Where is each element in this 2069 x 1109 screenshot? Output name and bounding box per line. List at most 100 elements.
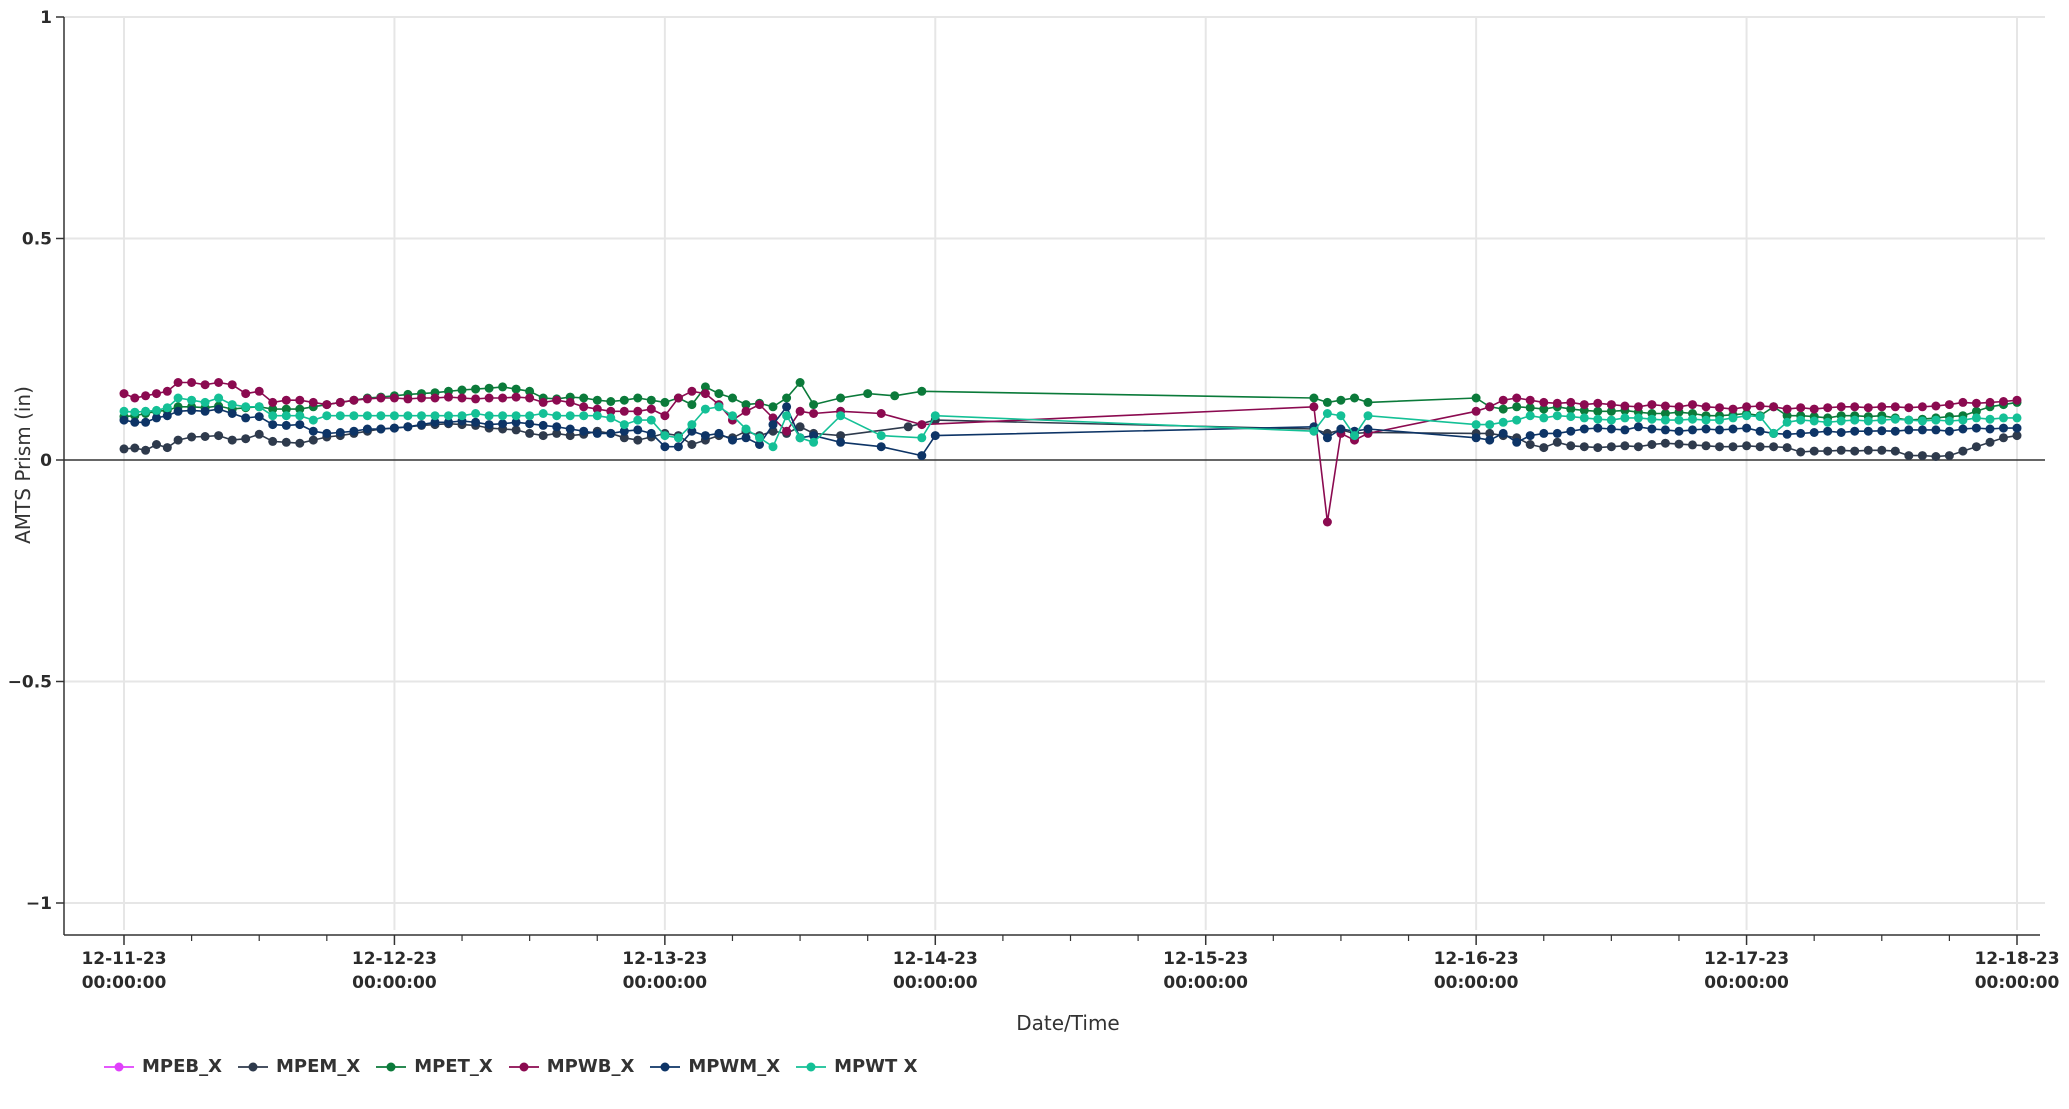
data-point (1606, 400, 1616, 410)
data-point (1606, 406, 1616, 416)
data-point (214, 404, 224, 414)
data-point (1688, 414, 1697, 424)
data-point (130, 393, 140, 403)
y-tick-labels: −1 −0.5 0 0.5 1 (8, 8, 53, 914)
data-point (362, 394, 372, 404)
data-point (457, 411, 467, 421)
data-point (782, 411, 792, 421)
legend: MPEB_X MPEM_X MPET_X MPWB_X MPWM_X MPWT X (102, 1056, 931, 1077)
data-point (755, 440, 764, 449)
legend-item[interactable]: MPWT X (794, 1056, 917, 1077)
data-point (1782, 404, 1792, 414)
data-point (606, 413, 616, 423)
data-point (1782, 443, 1792, 453)
data-point (1593, 423, 1603, 433)
data-point (295, 411, 305, 421)
data-point (525, 386, 535, 396)
data-point (214, 393, 224, 403)
y-tick-label: −1 (26, 894, 52, 914)
data-point (633, 415, 643, 425)
legend-label: MPWB_X (546, 1056, 635, 1077)
data-point (1660, 409, 1670, 418)
x-tick-date: 12-16-23 (1434, 949, 1519, 969)
data-point (1944, 416, 1954, 426)
data-point (1552, 437, 1562, 447)
data-point (389, 423, 399, 433)
data-point (930, 431, 940, 441)
data-point (295, 395, 305, 405)
data-point (471, 409, 481, 418)
data-point (362, 411, 372, 421)
data-point (1715, 415, 1724, 425)
data-point (1539, 443, 1549, 453)
data-point (1552, 411, 1562, 421)
data-point (1823, 403, 1833, 413)
data-point (1890, 446, 1900, 456)
data-point (1769, 402, 1779, 412)
legend-item[interactable]: MPWM_X (648, 1056, 780, 1077)
data-point (660, 442, 670, 452)
legend-item[interactable]: MPWB_X (507, 1056, 635, 1077)
data-point (335, 397, 345, 407)
data-point (1971, 406, 1981, 416)
data-point (1931, 452, 1941, 461)
data-point (1620, 441, 1630, 451)
data-point (444, 411, 453, 421)
data-point (1512, 393, 1522, 403)
data-point (1985, 397, 1995, 407)
data-point (1647, 400, 1657, 410)
data-point (268, 397, 278, 407)
data-point (1863, 416, 1873, 426)
data-point (809, 431, 819, 441)
legend-item[interactable]: MPET_X (374, 1056, 493, 1077)
data-point (525, 419, 535, 429)
data-point (335, 411, 345, 421)
legend-label: MPET_X (414, 1056, 493, 1077)
legend-item[interactable]: MPEB_X (102, 1056, 222, 1077)
data-point (1782, 429, 1792, 439)
data-point (700, 404, 710, 414)
data-point (1755, 442, 1765, 452)
data-point (1525, 431, 1535, 441)
data-point (1593, 406, 1603, 416)
data-point (1971, 398, 1981, 408)
data-point (1309, 426, 1319, 436)
data-point (687, 426, 697, 436)
data-point (809, 409, 819, 418)
data-point (1660, 415, 1670, 425)
data-point (1985, 437, 1995, 447)
data-point (795, 378, 805, 387)
data-point (1498, 404, 1508, 414)
data-point (1742, 441, 1752, 451)
data-point (1606, 415, 1616, 425)
data-point (119, 389, 129, 399)
data-point (538, 420, 548, 430)
data-point (1525, 395, 1535, 405)
data-point (1593, 398, 1603, 408)
legend-item[interactable]: MPEM_X (236, 1056, 360, 1077)
data-point (281, 437, 291, 447)
y-axis-label: AMTS Prism (in) (11, 386, 35, 544)
data-point (308, 426, 318, 436)
data-point (1579, 400, 1589, 410)
data-point (130, 417, 140, 427)
data-point (484, 411, 494, 421)
data-point (1539, 428, 1549, 438)
data-point (646, 404, 656, 414)
series-MPWB_X (119, 378, 2022, 527)
x-tick-date: 12-14-23 (893, 949, 978, 969)
data-point (782, 393, 792, 403)
data-point (268, 436, 278, 446)
data-point (173, 406, 183, 416)
data-point (619, 395, 629, 405)
y-tick-label: 0 (40, 451, 52, 471)
data-point (1809, 428, 1819, 437)
data-point (162, 386, 172, 396)
data-point (511, 417, 521, 427)
data-point (281, 411, 291, 421)
x-tick-date: 12-15-23 (1163, 949, 1248, 969)
data-point (673, 442, 683, 452)
data-point (152, 413, 161, 423)
data-point (646, 428, 656, 438)
data-point (187, 432, 197, 442)
